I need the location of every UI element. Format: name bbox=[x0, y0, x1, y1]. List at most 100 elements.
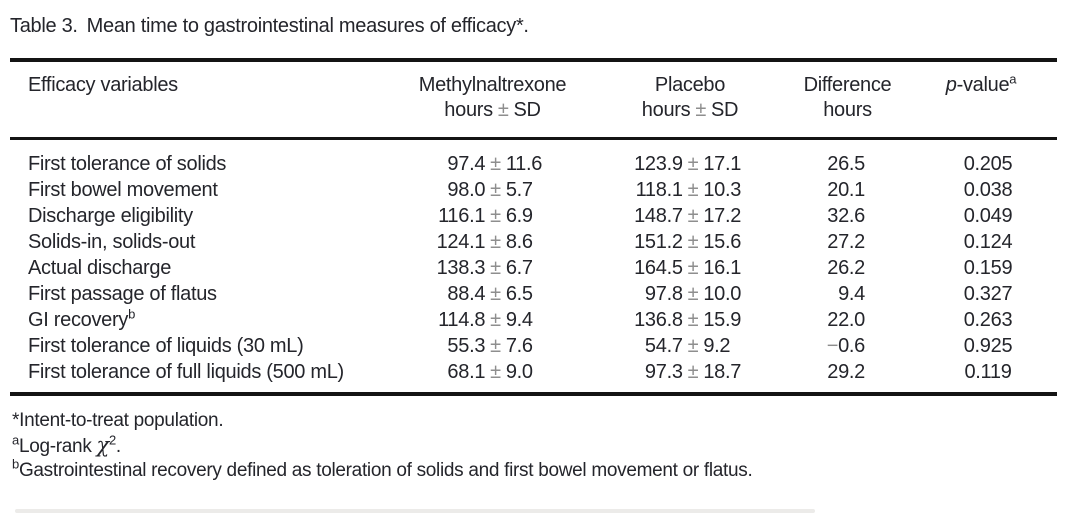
plus-minus-symbol: ± bbox=[687, 257, 699, 279]
p-value-cell: 0.205 bbox=[963, 153, 1013, 175]
header-row: Efficacy variables Methylnaltrexone hour… bbox=[10, 60, 1057, 140]
column-header-difference-units: hours bbox=[823, 99, 872, 121]
table-body: First tolerance of solids 97.4 ±11.6 123.9 ±… bbox=[10, 139, 1057, 395]
difference-cell: 26.2 bbox=[827, 257, 865, 279]
p-value-cell: 0.038 bbox=[963, 179, 1013, 201]
methylnaltrexone-cell: 88.4 ±6.5 bbox=[447, 283, 533, 305]
placebo-cell: 118.1 ±10.3 bbox=[635, 179, 742, 201]
plus-minus-symbol: ± bbox=[490, 361, 501, 383]
plus-minus-symbol: ± bbox=[497, 99, 509, 121]
table-caption-text: Mean time to gastrointestinal measures o… bbox=[86, 15, 529, 37]
table-footnotes: *Intent-to-treat population. aLog-rank χ… bbox=[12, 409, 1067, 483]
placebo-cell: 54.7 ±9.2 bbox=[644, 335, 731, 357]
efficacy-variable-cell: First passage of flatus bbox=[28, 283, 217, 305]
plus-minus-symbol: ± bbox=[687, 335, 699, 357]
column-header-placebo: Placebo hours ± SD bbox=[590, 60, 790, 140]
plus-minus-symbol: ± bbox=[490, 335, 501, 357]
difference-cell: −0.6 bbox=[826, 335, 866, 357]
table-row: First tolerance of solids 97.4 ±11.6 123.9 ±… bbox=[10, 139, 1057, 178]
table-row: GI recoveryb 114.8 ±9.4 136.8 ±15.9 22.0 0.263 bbox=[10, 307, 1057, 333]
methylnaltrexone-cell: 68.1 ±9.0 bbox=[447, 361, 533, 383]
methylnaltrexone-cell: 114.8 ±9.4 bbox=[438, 309, 533, 331]
efficacy-table: Efficacy variables Methylnaltrexone hour… bbox=[10, 58, 1057, 396]
column-header-drug-name: Methylnaltrexone bbox=[418, 74, 567, 96]
column-header-efficacy-variables: Efficacy variables bbox=[10, 60, 395, 140]
footnote-intent-to-treat: *Intent-to-treat population. bbox=[12, 410, 224, 431]
plus-minus-symbol: ± bbox=[490, 257, 501, 279]
plus-minus-symbol: ± bbox=[490, 231, 501, 253]
methylnaltrexone-cell: 116.1 ±6.9 bbox=[438, 205, 533, 227]
plus-minus-symbol: ± bbox=[490, 153, 501, 175]
p-value-cell: 0.049 bbox=[963, 205, 1013, 227]
p-value-italic-p: p bbox=[945, 74, 957, 96]
plus-minus-symbol: ± bbox=[687, 361, 699, 383]
plus-minus-symbol: ± bbox=[490, 283, 501, 305]
p-value-footnote-marker: a bbox=[1009, 71, 1017, 87]
difference-cell: 32.6 bbox=[827, 205, 865, 227]
plus-minus-symbol: ± bbox=[490, 179, 501, 201]
methylnaltrexone-cell: 98.0 ±5.7 bbox=[447, 179, 533, 201]
plus-minus-symbol: ± bbox=[687, 283, 699, 305]
plus-minus-symbol: ± bbox=[687, 179, 699, 201]
methylnaltrexone-cell: 124.1 ±8.6 bbox=[436, 231, 533, 253]
paper-table-page: Table 3. Mean time to gastrointestinal me… bbox=[0, 14, 1067, 520]
chi-symbol: χ bbox=[96, 433, 110, 457]
methylnaltrexone-cell: 138.3 ±6.7 bbox=[436, 257, 533, 279]
efficacy-variable-cell: Solids-in, solids-out bbox=[28, 231, 196, 253]
placebo-cell: 151.2 ±15.6 bbox=[634, 231, 742, 253]
column-header-drug-units: hours ± SD bbox=[444, 99, 541, 121]
table-row: Actual discharge 138.3 ±6.7 164.5 ±16.1 26.2 0… bbox=[10, 255, 1057, 281]
scan-crop-artifact bbox=[15, 509, 815, 513]
footnote-gi-recovery: bGastrointestinal recovery defined as to… bbox=[12, 456, 753, 481]
column-header-methylnaltrexone: Methylnaltrexone hours ± SD bbox=[395, 60, 590, 140]
plus-minus-symbol: ± bbox=[490, 309, 501, 331]
column-header-p-value: p-valuea bbox=[905, 60, 1057, 140]
table-caption: Table 3. Mean time to gastrointestinal me… bbox=[10, 14, 1067, 39]
p-value-cell: 0.327 bbox=[963, 283, 1013, 305]
methylnaltrexone-cell: 97.4 ±11.6 bbox=[447, 153, 543, 175]
p-value-cell: 0.124 bbox=[963, 231, 1013, 253]
placebo-cell: 164.5 ±16.1 bbox=[634, 257, 742, 279]
efficacy-variable-cell: First tolerance of solids bbox=[28, 153, 227, 175]
p-value-rest: -value bbox=[956, 74, 1010, 96]
table-row: First passage of flatus 88.4 ±6.5 97.8 ±10.0… bbox=[10, 281, 1057, 307]
efficacy-variable-cell: Discharge eligibility bbox=[28, 205, 193, 227]
difference-cell: 29.2 bbox=[827, 361, 865, 383]
efficacy-variable-cell: Actual discharge bbox=[28, 257, 172, 279]
difference-cell: 9.4 bbox=[838, 283, 865, 305]
table-row: Discharge eligibility 116.1 ±6.9 148.7 ±17.2… bbox=[10, 203, 1057, 229]
methylnaltrexone-cell: 55.3 ±7.6 bbox=[447, 335, 533, 357]
placebo-cell: 148.7 ±17.2 bbox=[634, 205, 742, 227]
table-number: Table 3. bbox=[10, 15, 78, 37]
placebo-cell: 97.8 ±10.0 bbox=[644, 283, 742, 305]
difference-cell: 27.2 bbox=[827, 231, 865, 253]
p-value-cell: 0.925 bbox=[963, 335, 1013, 357]
efficacy-variable-cell: GI recoveryb bbox=[28, 306, 135, 331]
footnote-marker-a: a bbox=[12, 432, 19, 448]
table-row: Solids-in, solids-out 124.1 ±8.6 151.2 ±15.6… bbox=[10, 229, 1057, 255]
efficacy-variable-cell: First tolerance of liquids (30 mL) bbox=[28, 335, 304, 357]
difference-cell: 20.1 bbox=[827, 179, 865, 201]
footnote-marker-b: b bbox=[12, 456, 19, 472]
efficacy-variable-cell: First tolerance of full liquids (500 mL) bbox=[28, 361, 344, 383]
footnote-marker-b: b bbox=[128, 306, 135, 322]
footnote-log-rank: aLog-rank χ2. bbox=[12, 432, 121, 457]
plus-minus-symbol: ± bbox=[687, 153, 699, 175]
difference-cell: 26.5 bbox=[827, 153, 865, 175]
placebo-cell: 97.3 ±18.7 bbox=[644, 361, 742, 383]
plus-minus-symbol: ± bbox=[687, 309, 699, 331]
placebo-cell: 123.9 ±17.1 bbox=[634, 153, 742, 175]
p-value-cell: 0.263 bbox=[963, 309, 1013, 331]
table-row: First tolerance of full liquids (500 mL)… bbox=[10, 359, 1057, 394]
p-value-cell: 0.159 bbox=[963, 257, 1013, 279]
column-header-placebo-name: Placebo bbox=[654, 74, 726, 96]
plus-minus-symbol: ± bbox=[490, 205, 501, 227]
difference-cell: 22.0 bbox=[827, 309, 865, 331]
column-header-placebo-units: hours ± SD bbox=[641, 99, 739, 121]
table-row: First tolerance of liquids (30 mL) 55.3 ±7… bbox=[10, 333, 1057, 359]
chi-exponent: 2 bbox=[108, 432, 116, 448]
table-row: First bowel movement 98.0 ±5.7 118.1 ±10.3 20… bbox=[10, 177, 1057, 203]
plus-minus-symbol: ± bbox=[695, 99, 707, 121]
plus-minus-symbol: ± bbox=[687, 205, 699, 227]
efficacy-variable-cell: First bowel movement bbox=[28, 179, 218, 201]
